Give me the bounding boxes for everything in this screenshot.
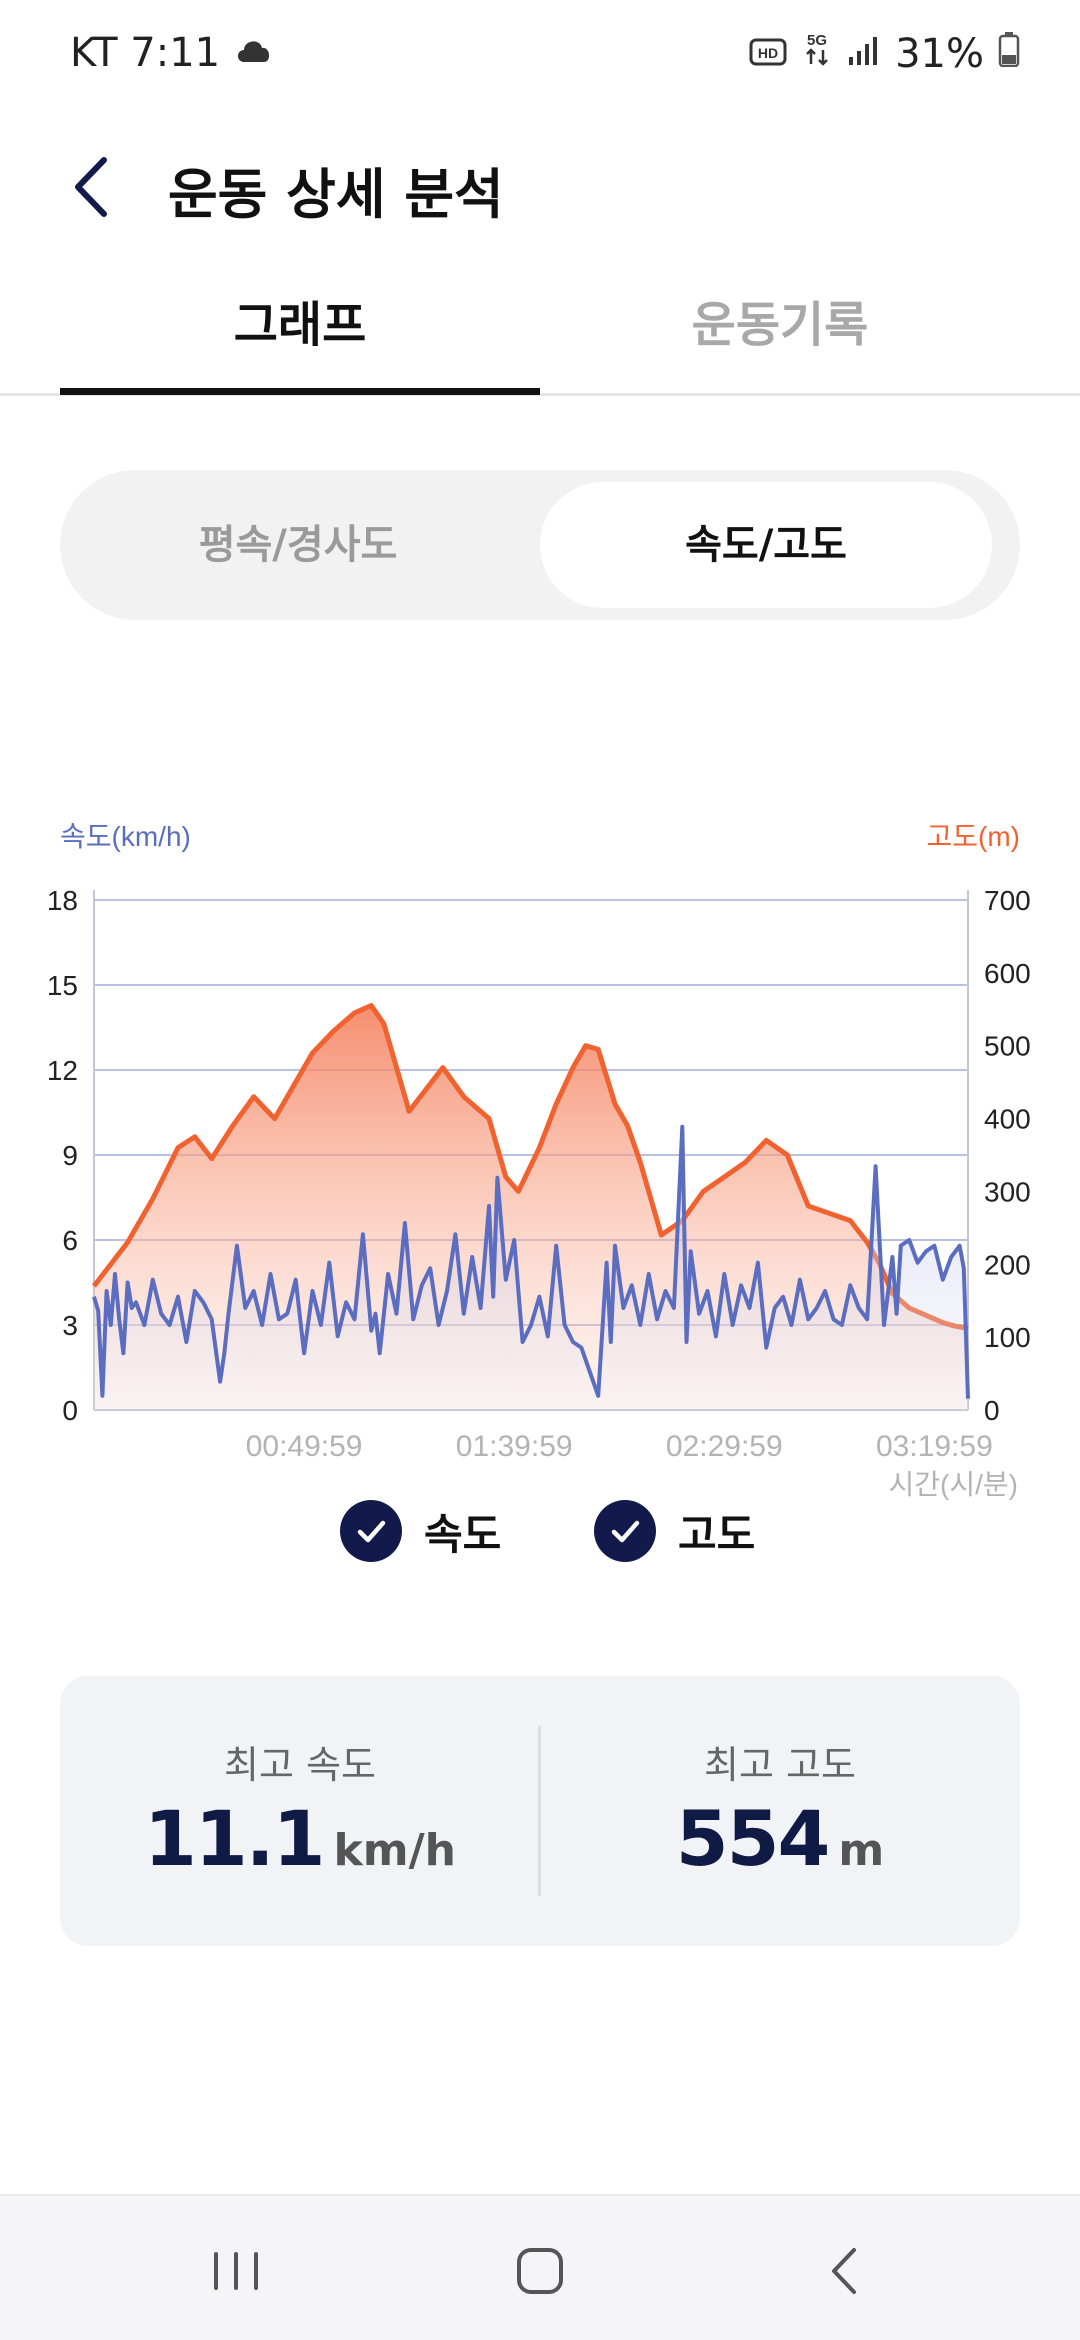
x-tick-label: 01:39:59 — [456, 1430, 573, 1463]
max-altitude-label: 최고 고도 — [704, 1743, 856, 1787]
status-bar: KT 7:11 HD 5G 31% — [0, 0, 1080, 110]
max-speed-stat: 최고 속도 11.1 km/h — [60, 1676, 540, 1946]
right-axis-label: 고도(m) — [927, 821, 1021, 852]
left-tick-label: 15 — [47, 970, 78, 1001]
max-speed-unit: km/h — [333, 1825, 457, 1876]
stat-divider — [538, 1726, 541, 1896]
max-altitude-value: 554 — [675, 1794, 831, 1883]
segment-avg-speed-slope[interactable]: 평속/경사도 — [198, 522, 398, 568]
max-speed-value-row: 11.1 km/h — [60, 1794, 540, 1883]
battery-icon — [998, 31, 1020, 77]
max-speed-label: 최고 속도 — [224, 1743, 376, 1787]
chart-container: 속도(km/h) 고도(m) 0 3 6 9 12 15 18 0 100 200 300 400 500 6… — [0, 800, 1080, 1520]
battery-percent: 31% — [895, 31, 984, 77]
left-tick-label: 12 — [47, 1055, 78, 1086]
right-tick-label: 600 — [984, 958, 1031, 989]
home-button[interactable] — [480, 2226, 600, 2316]
max-altitude-stat: 최고 고도 554 m — [540, 1676, 1020, 1946]
recent-apps-button[interactable] — [176, 2226, 296, 2316]
right-tick-label: 700 — [984, 885, 1031, 916]
5g-icon: 5G — [801, 30, 833, 78]
left-tick-label: 18 — [47, 885, 78, 916]
tab-graph[interactable]: 그래프 — [233, 297, 367, 353]
right-tick-label: 300 — [984, 1176, 1031, 1207]
system-nav-bar — [0, 2194, 1080, 2340]
hd-icon: HD — [749, 31, 787, 77]
back-nav-icon — [832, 2248, 856, 2294]
left-tick-label: 0 — [62, 1395, 78, 1426]
x-tick-label: 00:49:59 — [246, 1430, 363, 1463]
x-tick-label: 03:19:59 — [876, 1430, 993, 1463]
status-left: KT 7:11 — [70, 30, 274, 76]
segment-speed-altitude[interactable]: 속도/고도 — [540, 482, 992, 608]
right-tick-label: 200 — [984, 1249, 1031, 1280]
legend-label-speed: 속도 — [424, 1509, 502, 1559]
speed-line — [92, 1124, 970, 1399]
svg-text:HD: HD — [758, 45, 778, 61]
summary-card: 최고 속도 11.1 km/h 최고 고도 554 m — [60, 1676, 1020, 1946]
back-button[interactable] — [60, 142, 130, 232]
checkmark-icon — [340, 1500, 402, 1562]
chevron-left-icon — [75, 157, 107, 217]
page-title: 운동 상세 분석 — [168, 163, 504, 226]
right-tick-label: 500 — [984, 1031, 1031, 1062]
checkmark-icon — [594, 1500, 656, 1562]
tab-indicator — [60, 388, 540, 395]
signal-icon — [847, 31, 881, 77]
speed-area — [94, 1126, 968, 1410]
home-icon — [517, 2248, 563, 2294]
legend-label-altitude: 고도 — [678, 1509, 756, 1559]
left-tick-label: 9 — [62, 1140, 78, 1171]
tab-workout-record[interactable]: 운동기록 — [691, 297, 869, 353]
status-right: HD 5G 31% — [749, 30, 1020, 78]
right-tick-label: 100 — [984, 1322, 1031, 1353]
max-altitude-value-row: 554 m — [540, 1794, 1020, 1883]
tab-bar: 그래프 운동기록 — [0, 270, 1080, 396]
carrier-time: KT 7:11 — [70, 30, 221, 76]
svg-text:5G: 5G — [807, 32, 827, 49]
x-axis-label: 시간(시/분) — [889, 1469, 1018, 1500]
speed-altitude-chart: 속도(km/h) 고도(m) 0 3 6 9 12 15 18 0 100 200 300 400 500 6… — [47, 821, 1031, 1500]
back-nav-button[interactable] — [784, 2226, 904, 2316]
altitude-line — [92, 1003, 969, 1331]
left-tick-label: 6 — [62, 1225, 78, 1256]
x-tick-label: 02:29:59 — [666, 1430, 783, 1463]
cloud-icon — [234, 30, 274, 76]
left-tick-label: 3 — [62, 1310, 78, 1341]
recent-apps-icon — [214, 2252, 258, 2290]
segmented-control: 평속/경사도 속도/고도 — [60, 470, 1020, 620]
chart-legend: 속도 고도 — [0, 1500, 1080, 1580]
legend-item-speed[interactable]: 속도 — [340, 1500, 501, 1562]
max-altitude-unit: m — [838, 1825, 885, 1876]
max-speed-value: 11.1 — [143, 1794, 326, 1883]
right-tick-label: 400 — [984, 1104, 1031, 1135]
legend-item-altitude[interactable]: 고도 — [594, 1500, 755, 1562]
right-tick-label: 0 — [984, 1395, 1000, 1426]
left-axis-label: 속도(km/h) — [60, 821, 191, 852]
header: 운동 상세 분석 — [0, 110, 1080, 270]
